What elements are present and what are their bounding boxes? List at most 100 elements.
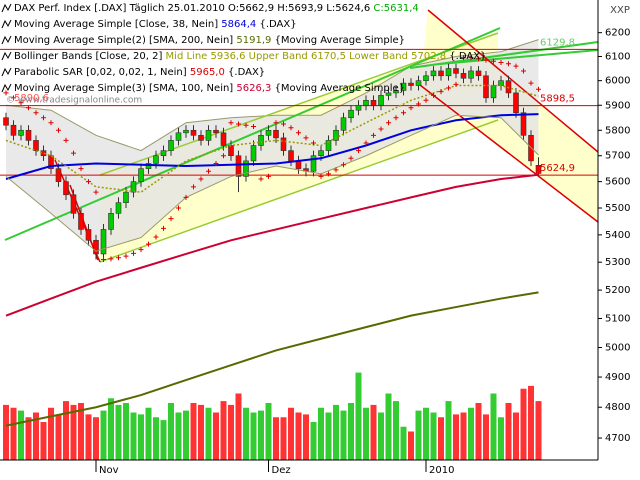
volume-bar [453, 414, 459, 460]
legend-part: Bollinger Bands [Close, 20, 2] [14, 51, 166, 62]
legend-part: O:5662,9 H:5693,9 L:5624,6 [228, 3, 373, 14]
candle-body [40, 150, 47, 157]
candle-body [430, 70, 437, 77]
sar-marker [333, 167, 339, 173]
candle-body [355, 104, 362, 111]
watermark: © www.tradesignalonline.com [6, 96, 142, 106]
volume-bar [370, 404, 377, 460]
candle-body [438, 70, 444, 77]
volume-bar [310, 422, 317, 460]
sar-marker [71, 150, 76, 156]
candle-body [520, 112, 527, 136]
volume-bar [340, 410, 347, 460]
sar-marker [341, 162, 346, 168]
candle-body [168, 140, 174, 151]
volume-bar [145, 407, 152, 460]
level-label: 5624,9 [540, 163, 575, 174]
candle-body [138, 168, 144, 182]
candle-body [70, 194, 77, 214]
volume-bar [3, 404, 9, 460]
axes: 4700 4800 4900 5000 5100 5200 5300 5400 5500 5600… [0, 0, 630, 476]
candle-body [78, 213, 84, 230]
candle-body [483, 75, 489, 99]
volume-bar [355, 372, 362, 460]
x-tick-label: 2010 [429, 465, 454, 476]
sar-marker [191, 184, 196, 190]
legend-part: Moving Average Simple [Close, 38, Nein] [14, 19, 221, 30]
overlay-back [5, 39, 539, 252]
sar-marker [461, 55, 466, 61]
corner-label: XXP [610, 5, 630, 16]
sar-marker [476, 56, 481, 62]
y-tick-label: 5900 [605, 100, 630, 111]
legend-part: {.DAX} [256, 19, 296, 30]
sar-marker [86, 179, 91, 185]
volume-bar [85, 414, 92, 460]
y-tick-label: 6200 [605, 28, 630, 39]
y-tick-label: 5300 [605, 257, 630, 268]
candle-body [115, 202, 122, 214]
indicator-line [5, 39, 539, 152]
volume-bar [475, 403, 482, 460]
sar-marker [363, 140, 369, 146]
sar-marker [206, 168, 211, 174]
trend-line [439, 49, 599, 65]
volume-bar [138, 414, 144, 460]
sar-marker [371, 132, 376, 138]
candle-body [108, 213, 114, 230]
candle-body [513, 92, 519, 114]
volume-bar [460, 412, 467, 460]
sar-marker [146, 241, 151, 247]
legend-part: {Moving Average Simple} [271, 83, 405, 94]
candle-body [145, 163, 152, 169]
legend-icon [1, 51, 12, 61]
candle-body [288, 150, 294, 162]
candle-body [55, 168, 62, 182]
volume-bar [483, 414, 489, 460]
volume-bar [168, 403, 174, 460]
sar-marker [33, 110, 39, 116]
trend-line [419, 84, 599, 223]
volume-bar [70, 404, 77, 460]
candle-body [535, 164, 542, 174]
drawings [4, 9, 599, 263]
sar-marker [243, 122, 249, 128]
volume-bar [205, 407, 212, 460]
candle-body [3, 117, 9, 126]
sar-marker [3, 90, 9, 96]
level-label: 5898,5 [540, 94, 575, 105]
volume-bar [198, 404, 204, 460]
y-tick-label: 4900 [605, 372, 630, 383]
sar-marker [41, 115, 46, 121]
candle-body [453, 68, 459, 74]
volume-bar [303, 414, 309, 460]
candle-body [198, 135, 204, 141]
legend-part: Moving Average Simple(2) [SMA, 200, Nein… [14, 35, 236, 46]
legend-part: 5626,3 [236, 83, 271, 94]
candle-body [378, 95, 384, 106]
sar-marker [161, 225, 166, 231]
candle-body [175, 132, 182, 141]
sar-marker [378, 126, 384, 132]
y-tick-label: 5100 [605, 314, 630, 325]
sar-marker [18, 100, 24, 106]
candle-body [400, 82, 407, 91]
volume-bar [490, 393, 497, 460]
y-tick-label: 5600 [605, 177, 630, 188]
legend-part: 5191,9 [236, 35, 271, 46]
levels: 6129,8 5898,5 5624,9 [0, 37, 598, 176]
legend-icon [1, 67, 12, 77]
candle-body [325, 140, 332, 151]
overlay [3, 55, 541, 427]
candle-body [310, 155, 317, 172]
y-tick-label: 5000 [605, 342, 630, 353]
legend-part: Mid Line 5936,6 Upper Band 6170,5 Lower … [166, 51, 447, 62]
candle-body [130, 181, 137, 193]
sar-marker [168, 216, 174, 222]
sar-marker [296, 130, 301, 136]
sar-marker [506, 61, 511, 67]
candle-body [220, 132, 227, 146]
volume-bar [498, 417, 504, 460]
legend-entry: Parabolic SAR [0,02, 0,02, 1, Nein] 5965… [14, 67, 265, 78]
